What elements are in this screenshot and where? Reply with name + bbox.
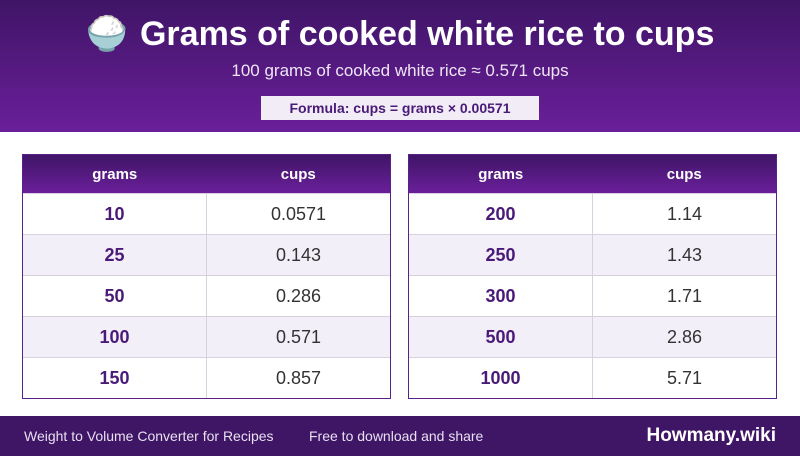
table-row: 500 2.86 xyxy=(409,316,776,357)
title-line: 🍚 Grams of cooked white rice to cups xyxy=(0,12,800,56)
icon: 🍚 xyxy=(85,15,128,53)
table-row: 150 0.857 xyxy=(23,357,390,398)
cups-cell: 0.143 xyxy=(275,244,322,265)
header-row: grams cups xyxy=(23,155,390,193)
grams-cell: 1000 xyxy=(409,358,593,398)
table-row: 1000 5.71 xyxy=(409,357,776,398)
footer-text: Weight to Volume Converter for Recipes xyxy=(24,428,274,444)
cups-cell: 1.71 xyxy=(666,285,703,306)
table-row: 50 0.286 xyxy=(23,275,390,316)
subtitle: 100 grams of cooked white rice ≈ 0.571 c… xyxy=(231,61,569,80)
cups-cell: 1.43 xyxy=(666,244,703,265)
footer-text: Free to download and share xyxy=(309,428,484,444)
grams-cell: 25 xyxy=(23,235,207,275)
grams-cell: 200 xyxy=(409,194,593,234)
header-row: grams cups xyxy=(409,155,776,193)
cups-cell: 5.71 xyxy=(666,367,703,388)
grams-cell: 10 xyxy=(23,194,207,234)
column-header: grams xyxy=(478,165,524,183)
grams-cell: 300 xyxy=(409,276,593,316)
table: grams cups 200 1.14 250 1.43 300 1.71 500 2.86 100… xyxy=(408,154,777,399)
table-row: 10 0.0571 xyxy=(23,193,390,234)
grams-cell: 50 xyxy=(23,276,207,316)
formula: Formula: cups = grams × 0.00571 xyxy=(261,96,539,120)
grams-cell: 150 xyxy=(23,358,207,398)
title: Grams of cooked white rice to cups xyxy=(139,15,715,53)
cups-cell: 0.286 xyxy=(275,285,322,306)
table-row: 200 1.14 xyxy=(409,193,776,234)
table-row: 25 0.143 xyxy=(23,234,390,275)
grams-cell: 100 xyxy=(23,317,207,357)
column-header: cups xyxy=(280,165,316,183)
grams-cell: 250 xyxy=(409,235,593,275)
footer: Weight to Volume Converter for Recipes F… xyxy=(0,416,800,456)
table: grams cups 10 0.0571 25 0.143 50 0.286 100 0.571 1… xyxy=(22,154,391,399)
table-row: 100 0.571 xyxy=(23,316,390,357)
cups-cell: 0.571 xyxy=(275,326,322,347)
table-row: 300 1.71 xyxy=(409,275,776,316)
table-row: 250 1.43 xyxy=(409,234,776,275)
grams-cell: 500 xyxy=(409,317,593,357)
header: 🍚 Grams of cooked white rice to cups 100 … xyxy=(0,0,800,132)
cups-cell: 1.14 xyxy=(666,203,703,224)
cups-cell: 2.86 xyxy=(666,326,703,347)
column-header: grams xyxy=(92,165,138,183)
cups-cell: 0.0571 xyxy=(270,203,327,224)
column-header: cups xyxy=(666,165,702,183)
cups-cell: 0.857 xyxy=(275,367,322,388)
brand[interactable]: Howmany.wiki xyxy=(646,425,776,446)
